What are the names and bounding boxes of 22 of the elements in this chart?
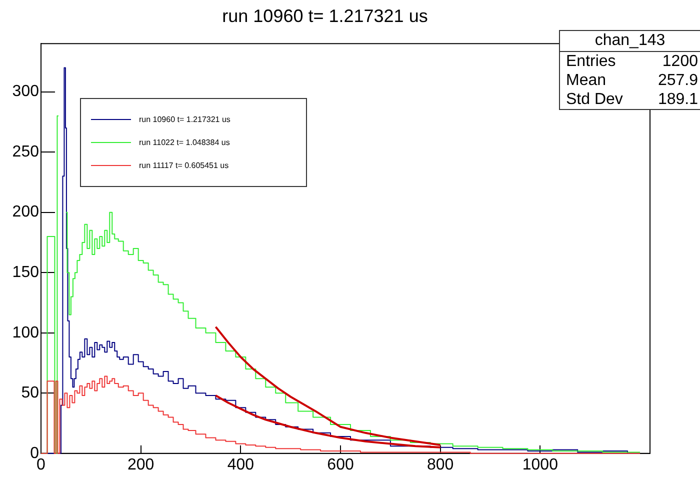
y-tick-label: 250 (12, 143, 40, 160)
x-tick-label: 800 (426, 456, 454, 474)
y-tick-label: 200 (12, 204, 40, 221)
x-tick-label: 600 (327, 456, 354, 474)
y-tick-label: 100 (12, 324, 40, 342)
annotation: Mean (566, 71, 606, 90)
chart-title: run 10960 t= 1.217321 us (222, 6, 428, 26)
legend-label: run 11117 t= 0.605451 us (139, 161, 229, 170)
x-tick-label: 200 (127, 456, 154, 474)
text: 257.9 (658, 71, 698, 90)
x-tick-label: 400 (227, 456, 254, 474)
text: 189.1 (658, 90, 698, 109)
y-tick-label: 150 (12, 264, 40, 282)
annotation: chan_143 (560, 31, 700, 52)
legend-label: run 10960 t= 1.217321 us (139, 115, 230, 124)
text: 1200 (662, 52, 698, 71)
x-tick-label: 1000 (522, 456, 558, 474)
y-tick-label: 300 (12, 83, 40, 100)
y-tick-label: 50 (21, 384, 40, 402)
annotation: Std Dev (566, 90, 623, 109)
legend-label: run 11022 t= 1.048384 us (139, 138, 230, 147)
annotation: Entries (566, 52, 616, 71)
